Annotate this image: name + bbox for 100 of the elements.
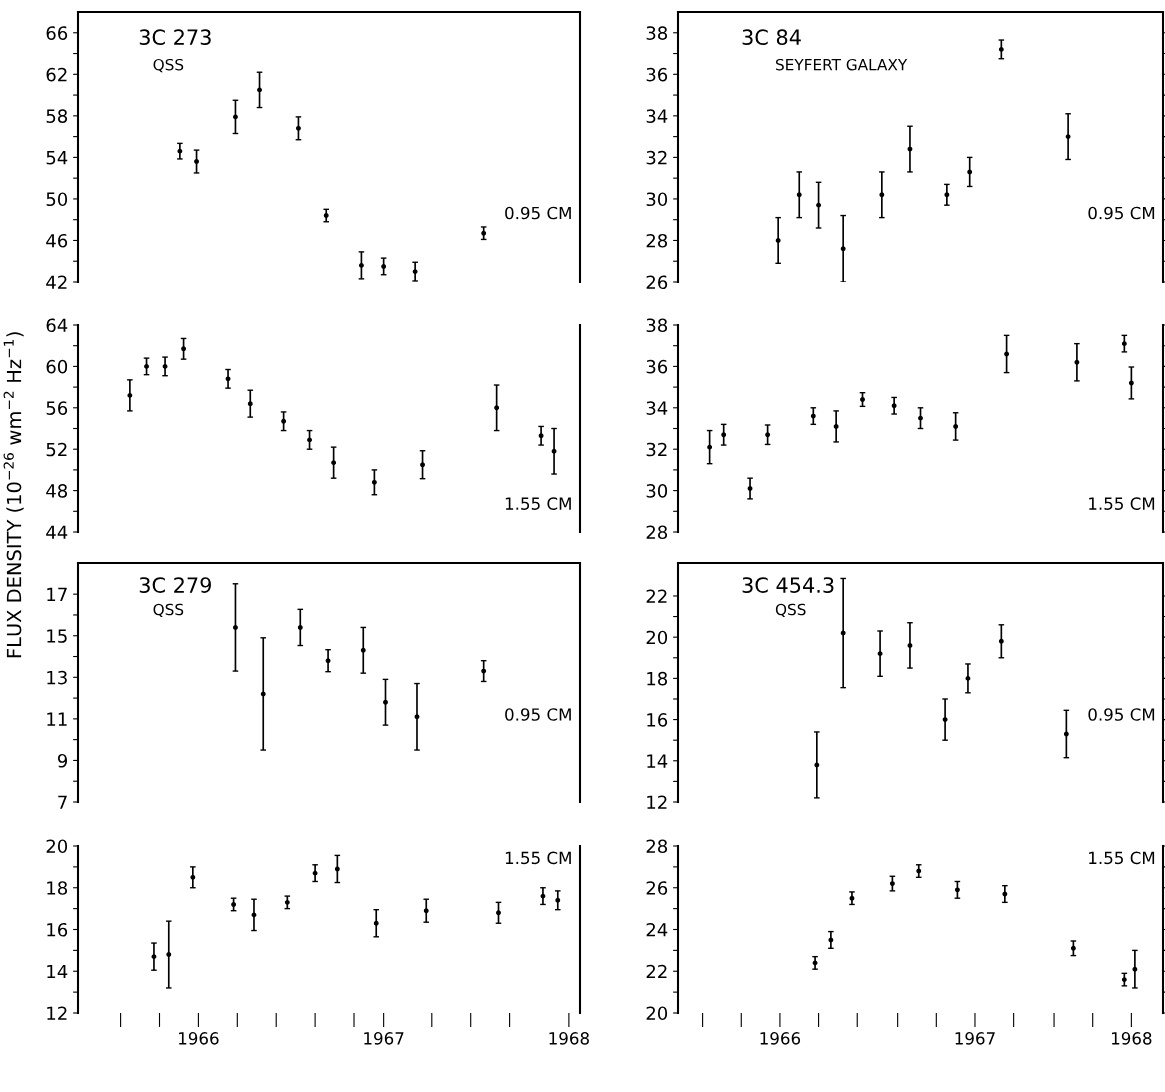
point bbox=[1070, 945, 1076, 951]
y-tick-label: 17 bbox=[47, 587, 67, 602]
text: 3C 454.3 bbox=[742, 577, 834, 593]
point bbox=[1002, 891, 1008, 897]
y-tick-label: 42 bbox=[46, 275, 67, 289]
point bbox=[540, 893, 546, 899]
point bbox=[420, 462, 425, 468]
point bbox=[1065, 134, 1071, 140]
y-tick-label: 9 bbox=[57, 753, 68, 768]
point bbox=[967, 169, 973, 175]
annotation: 0.95 CM bbox=[505, 708, 571, 721]
point bbox=[233, 624, 238, 630]
point bbox=[181, 346, 187, 352]
y-tick-label: 16 bbox=[47, 922, 68, 937]
point bbox=[260, 691, 266, 697]
text: QSS bbox=[153, 603, 184, 617]
text: 3C 84 bbox=[742, 29, 801, 46]
annotation: 0.95 CM bbox=[505, 206, 571, 220]
y-tick-label: 46 bbox=[46, 233, 68, 248]
point bbox=[840, 246, 846, 252]
y-tick-label: 22 bbox=[646, 964, 667, 979]
y-tick-label: 34 bbox=[646, 109, 668, 123]
point bbox=[1121, 977, 1127, 983]
y-tick-label: 28 bbox=[646, 839, 668, 854]
y-tick-label: 22 bbox=[646, 589, 667, 603]
y-tick-label: 66 bbox=[46, 26, 68, 40]
point bbox=[251, 912, 257, 918]
y-tick-label: 16 bbox=[647, 713, 668, 727]
point bbox=[334, 866, 340, 872]
x-tick-label: 1968 bbox=[1111, 1032, 1152, 1045]
x-tick-label: 1967 bbox=[955, 1032, 995, 1045]
point bbox=[828, 937, 834, 943]
point bbox=[796, 192, 802, 198]
y-tick-label: 38 bbox=[646, 26, 668, 40]
point bbox=[551, 448, 557, 454]
point bbox=[1063, 731, 1069, 737]
point bbox=[954, 887, 960, 893]
point bbox=[879, 192, 885, 198]
y-tick-label: 44 bbox=[46, 525, 68, 539]
y-axis-title: FLUX DENSITY (10$^{−26}$ wm$^{−2}$ Hz$^{−1}$) bbox=[3, 332, 24, 658]
y-tick-label: 36 bbox=[646, 359, 668, 374]
point bbox=[257, 87, 262, 93]
annotation: 1.55 CM bbox=[1089, 851, 1155, 865]
point bbox=[1121, 341, 1127, 347]
point bbox=[296, 125, 301, 131]
y-tick-label: 32 bbox=[646, 442, 667, 457]
point bbox=[231, 902, 237, 907]
y-tick-label: 12 bbox=[647, 795, 667, 809]
y-tick-label: 64 bbox=[46, 318, 68, 333]
y-tick-label: 28 bbox=[646, 233, 668, 248]
y-tick-label: 52 bbox=[46, 442, 67, 457]
point bbox=[127, 392, 133, 398]
y-tick-label: 24 bbox=[646, 922, 668, 937]
point bbox=[860, 397, 865, 402]
y-tick-label: 58 bbox=[46, 109, 68, 123]
point bbox=[721, 432, 727, 438]
point bbox=[998, 46, 1004, 52]
y-tick-label: 18 bbox=[647, 671, 668, 686]
point bbox=[151, 954, 157, 960]
text: 3C 279 bbox=[139, 577, 211, 593]
point bbox=[190, 874, 196, 880]
point bbox=[849, 895, 855, 901]
point bbox=[325, 658, 331, 664]
y-tick-label: 11 bbox=[47, 712, 67, 726]
point bbox=[907, 146, 913, 152]
point bbox=[496, 910, 501, 916]
point bbox=[194, 159, 199, 164]
point bbox=[814, 762, 820, 768]
y-tick-label: 14 bbox=[47, 964, 68, 979]
y-tick-label: 15 bbox=[47, 629, 67, 643]
y-tick-label: 26 bbox=[646, 275, 668, 290]
point bbox=[965, 675, 971, 681]
point bbox=[538, 433, 544, 439]
y-tick-label: 38 bbox=[646, 318, 668, 333]
point bbox=[765, 432, 771, 438]
point bbox=[707, 444, 713, 450]
point bbox=[225, 376, 231, 382]
y-tick-label: 48 bbox=[46, 484, 68, 498]
y-tick-label: 56 bbox=[46, 401, 68, 415]
point bbox=[144, 363, 149, 369]
text: SEYFERT GALAXY bbox=[776, 58, 908, 71]
point bbox=[1004, 351, 1010, 357]
text: QSS bbox=[153, 58, 184, 73]
point bbox=[907, 642, 913, 648]
point bbox=[331, 460, 337, 466]
point bbox=[233, 114, 238, 120]
point bbox=[810, 413, 816, 419]
y-tick-label: 7 bbox=[58, 795, 67, 809]
point bbox=[833, 423, 839, 429]
point bbox=[494, 405, 500, 411]
y-tick-label: 12 bbox=[47, 1006, 67, 1020]
point bbox=[891, 403, 897, 409]
point bbox=[916, 868, 922, 874]
point bbox=[358, 262, 364, 268]
y-tick-label: 26 bbox=[646, 881, 668, 895]
annotation: 1.55 CM bbox=[505, 497, 571, 510]
point bbox=[177, 148, 183, 154]
x-tick-label: 1968 bbox=[549, 1032, 589, 1045]
y-tick-label: 34 bbox=[646, 401, 668, 415]
annotation: 1.55 CM bbox=[505, 851, 571, 865]
